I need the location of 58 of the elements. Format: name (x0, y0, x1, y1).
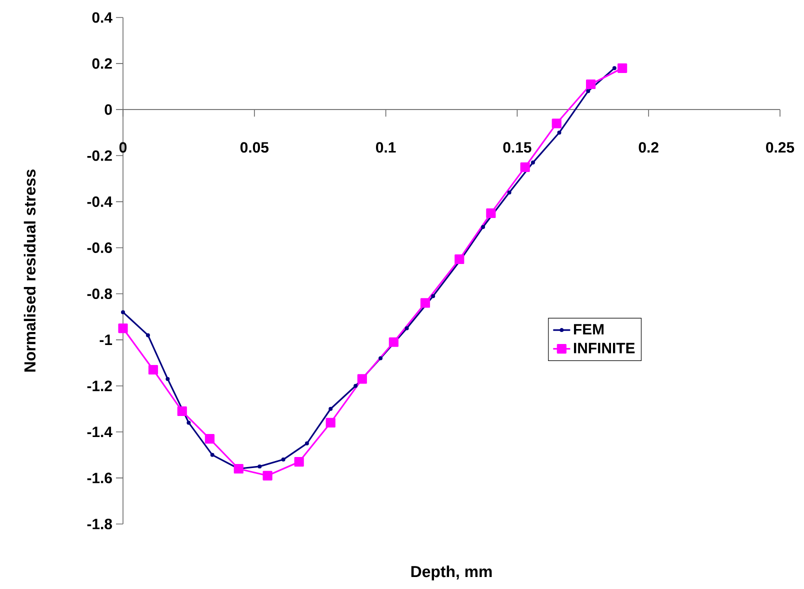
point (481, 225, 486, 229)
x-tick-label: 0.15 (503, 142, 532, 153)
point (357, 374, 367, 384)
point (262, 470, 272, 480)
point (326, 418, 336, 428)
point (454, 254, 464, 264)
point (294, 457, 304, 467)
point (166, 376, 170, 381)
point (258, 464, 262, 468)
point (234, 464, 244, 474)
point (557, 130, 562, 135)
y-tick-label: -1.6 (87, 472, 112, 484)
point (431, 294, 436, 298)
x-tick-label: 0.2 (638, 142, 658, 153)
y-tick-label: 0.2 (92, 58, 112, 69)
y-tick-label: -1 (100, 334, 112, 345)
point (328, 406, 333, 411)
y-tick-label: -1.8 (87, 518, 112, 530)
y-tick-label: -0.6 (87, 242, 112, 254)
point (354, 384, 358, 388)
point (121, 310, 125, 314)
point (304, 441, 309, 446)
point (586, 79, 596, 90)
x-tick-label: 0.05 (240, 142, 269, 153)
y-tick-label: -1.4 (87, 426, 112, 438)
point (486, 208, 496, 218)
point (118, 324, 128, 334)
legend-label: FEM (574, 324, 604, 334)
point (552, 118, 562, 128)
y-tick-label: 0 (104, 104, 112, 115)
y-tick-label: -1.2 (87, 380, 112, 392)
point (204, 434, 215, 444)
y-tick-label: -0.8 (87, 288, 112, 300)
x-axis-title: Depth, mm (411, 566, 492, 580)
legend-label: INFINITE (574, 342, 635, 354)
point (420, 298, 430, 308)
point (281, 458, 286, 462)
point (520, 162, 530, 172)
point (612, 66, 616, 70)
y-axis-title: Normalised residual stress (24, 170, 36, 372)
point (177, 406, 187, 416)
point (388, 337, 398, 347)
point (210, 452, 214, 457)
point (507, 190, 512, 194)
point (618, 63, 628, 73)
point (146, 333, 150, 338)
point (404, 326, 409, 330)
point (378, 356, 383, 360)
y-tick-label: -0.4 (87, 196, 112, 207)
point (586, 89, 590, 94)
point (148, 364, 158, 375)
point (530, 160, 535, 165)
y-tick-label: 0.4 (92, 12, 112, 23)
y-tick-label: -0.2 (87, 150, 112, 161)
point (186, 420, 191, 425)
x-tick-label: 0.1 (376, 142, 396, 153)
x-tick-label: 0.25 (766, 142, 794, 153)
x-tick-label: 0 (119, 142, 127, 153)
